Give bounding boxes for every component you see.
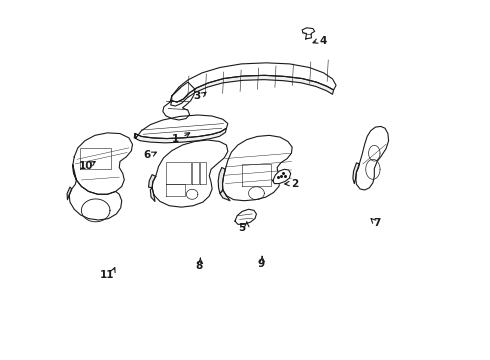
Polygon shape xyxy=(166,184,185,196)
Polygon shape xyxy=(273,169,291,184)
Text: 6: 6 xyxy=(143,150,150,160)
Polygon shape xyxy=(235,209,256,224)
Polygon shape xyxy=(134,128,226,143)
Polygon shape xyxy=(148,175,156,188)
Polygon shape xyxy=(222,135,292,201)
Polygon shape xyxy=(220,190,230,201)
Polygon shape xyxy=(218,167,225,194)
Polygon shape xyxy=(163,82,195,120)
Polygon shape xyxy=(192,162,198,184)
Polygon shape xyxy=(171,75,334,106)
Polygon shape xyxy=(172,63,336,102)
Text: 4: 4 xyxy=(320,36,327,46)
Polygon shape xyxy=(80,148,111,169)
Text: 9: 9 xyxy=(258,259,265,269)
Text: 11: 11 xyxy=(100,270,115,280)
Text: 1: 1 xyxy=(172,134,179,144)
Text: 8: 8 xyxy=(195,261,202,271)
Polygon shape xyxy=(242,164,271,186)
Polygon shape xyxy=(200,162,206,184)
Polygon shape xyxy=(302,28,315,39)
Polygon shape xyxy=(150,188,155,202)
Polygon shape xyxy=(67,187,72,200)
Text: 3: 3 xyxy=(193,91,200,101)
Polygon shape xyxy=(73,133,132,194)
Polygon shape xyxy=(69,165,122,220)
Text: 5: 5 xyxy=(238,223,245,233)
Text: 7: 7 xyxy=(373,218,381,228)
Text: 10: 10 xyxy=(79,161,93,171)
Polygon shape xyxy=(135,115,228,139)
Polygon shape xyxy=(152,140,228,207)
Polygon shape xyxy=(356,126,389,190)
Polygon shape xyxy=(353,163,359,184)
Polygon shape xyxy=(166,162,191,184)
Text: 2: 2 xyxy=(292,179,298,189)
